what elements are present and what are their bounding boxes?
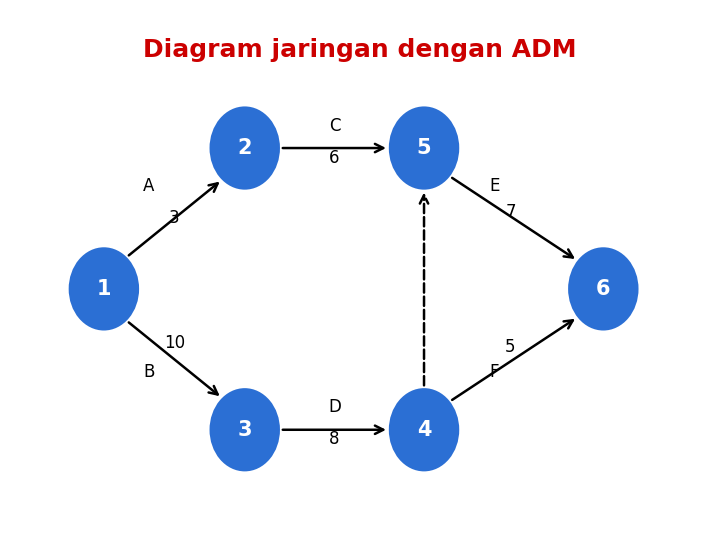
Text: C: C	[328, 117, 340, 134]
Text: E: E	[490, 178, 500, 195]
Text: 3: 3	[169, 210, 179, 227]
Text: 6: 6	[329, 148, 340, 167]
Text: 5: 5	[505, 338, 516, 355]
FancyArrowPatch shape	[452, 178, 573, 258]
Text: 6: 6	[596, 279, 611, 299]
Text: 7: 7	[505, 203, 516, 221]
FancyArrowPatch shape	[283, 144, 383, 152]
Text: 5: 5	[417, 138, 431, 158]
Text: 8: 8	[329, 430, 340, 448]
Ellipse shape	[389, 106, 459, 190]
Text: D: D	[328, 399, 341, 416]
Text: F: F	[490, 363, 499, 381]
Ellipse shape	[210, 106, 280, 190]
Ellipse shape	[210, 388, 280, 471]
FancyArrowPatch shape	[129, 183, 217, 255]
Text: 1: 1	[96, 279, 111, 299]
Text: B: B	[143, 363, 154, 381]
Text: 10: 10	[163, 334, 185, 352]
Ellipse shape	[389, 388, 459, 471]
Text: 3: 3	[238, 420, 252, 440]
FancyArrowPatch shape	[283, 426, 383, 434]
Ellipse shape	[68, 247, 139, 330]
Ellipse shape	[568, 247, 639, 330]
Text: A: A	[143, 178, 154, 195]
Text: 2: 2	[238, 138, 252, 158]
Text: 4: 4	[417, 420, 431, 440]
FancyArrowPatch shape	[129, 322, 217, 395]
FancyArrowPatch shape	[452, 320, 573, 400]
Text: Diagram jaringan dengan ADM: Diagram jaringan dengan ADM	[143, 38, 577, 62]
FancyArrowPatch shape	[420, 195, 428, 386]
